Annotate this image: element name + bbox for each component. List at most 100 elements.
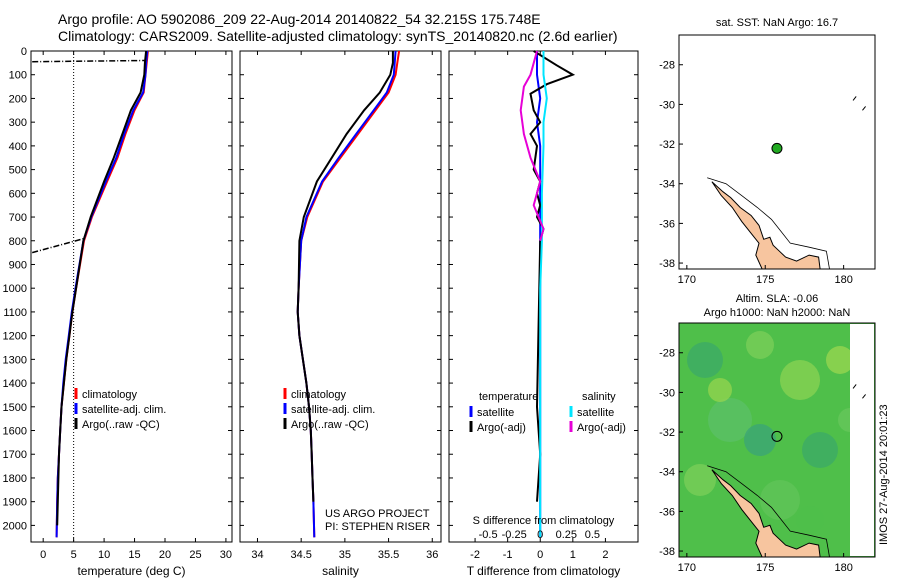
legend-label: satellite xyxy=(477,407,514,419)
series-argo-raw-qc- xyxy=(56,50,148,526)
temperature-xtick-label: 25 xyxy=(189,549,201,561)
sla-blob xyxy=(744,424,776,456)
y-tick-label: 1300 xyxy=(3,354,27,366)
legend-heading: temperature xyxy=(479,391,538,403)
series-salinity-satellite xyxy=(539,51,548,538)
difference-xtick-label: 1 xyxy=(570,549,576,561)
y-tick-label: 1600 xyxy=(3,426,27,438)
difference-x2tick-label: 0.5 xyxy=(585,529,600,541)
temperature-xtick-label: 15 xyxy=(128,549,140,561)
y-tick-label: 500 xyxy=(9,165,27,177)
difference-xlabel: T difference from climatology xyxy=(467,564,621,578)
difference-xtick-label: -2 xyxy=(470,549,480,561)
y-tick-label: 900 xyxy=(9,259,27,271)
isobath-line xyxy=(707,177,830,270)
sst-map-title: sat. SST: NaN Argo: 16.7 xyxy=(716,17,838,29)
sla-map-title-1: Altim. SLA: -0.06 xyxy=(736,293,819,305)
map-xtick-label: 175 xyxy=(756,274,774,286)
salinity-xlabel: salinity xyxy=(322,564,359,578)
temperature-xlabel: temperature (deg C) xyxy=(77,564,185,578)
map-ytick-label: -34 xyxy=(659,467,675,479)
difference-x2label: S difference from climatology xyxy=(473,515,615,527)
credit-pi: PI: STEPHEN RISER xyxy=(325,521,430,533)
salinity-panel xyxy=(239,50,442,543)
legend-label: climatology xyxy=(82,389,138,401)
legend-label: Argo(..raw -QC) xyxy=(291,419,369,431)
figure-title-line1: Argo profile: AO 5902086_209 22-Aug-2014… xyxy=(58,11,541,27)
sla-blob xyxy=(826,346,854,374)
salinity-xtick-label: 36 xyxy=(426,549,438,561)
y-tick-label: 1700 xyxy=(3,449,27,461)
y-tick-label: 0 xyxy=(21,46,27,58)
series-raw xyxy=(32,59,147,63)
series-argo-raw-qc- xyxy=(296,51,394,502)
y-tick-label: 1200 xyxy=(3,331,27,343)
y-tick-label: 100 xyxy=(9,70,27,82)
island-mark xyxy=(862,106,866,111)
map-ytick-label: -28 xyxy=(659,348,675,360)
map-ytick-label: -36 xyxy=(659,506,675,518)
difference-x2tick-label: -0.25 xyxy=(502,529,527,541)
sla-blob xyxy=(708,398,752,442)
difference-x2tick-label: 0 xyxy=(537,529,543,541)
legend-label: satellite-adj. clim. xyxy=(291,404,375,416)
imos-timestamp: IMOS 27-Aug-2014 20:01:23 xyxy=(878,404,890,545)
difference-x2tick-label: -0.5 xyxy=(479,529,498,541)
figure-title-line2: Climatology: CARS2009. Satellite-adjuste… xyxy=(58,28,618,44)
map-xtick-label: 180 xyxy=(834,274,852,286)
y-tick-label: 300 xyxy=(9,117,27,129)
map-xtick-label: 175 xyxy=(756,562,774,574)
map-ytick-label: -34 xyxy=(659,179,675,191)
island-mark xyxy=(852,96,857,101)
y-tick-label: 1900 xyxy=(3,497,27,509)
salinity-xtick-label: 35 xyxy=(339,549,351,561)
profile-location-marker xyxy=(771,430,783,442)
difference-x2tick-label: 0.25 xyxy=(556,529,577,541)
map-xtick-label: 170 xyxy=(678,562,696,574)
map-xtick-label: 180 xyxy=(834,562,852,574)
temperature-xtick-label: 10 xyxy=(98,549,110,561)
salinity-xtick-label: 34 xyxy=(251,549,263,561)
temperature-xtick-label: 5 xyxy=(71,549,77,561)
sla-blob xyxy=(796,506,824,534)
map-xtick-label: 170 xyxy=(678,274,696,286)
map-ytick-label: -38 xyxy=(659,546,675,558)
map-ytick-label: -32 xyxy=(659,427,675,439)
y-tick-label: 600 xyxy=(9,188,27,200)
isobath-line xyxy=(707,465,830,558)
map-ytick-label: -30 xyxy=(659,99,675,111)
legend-label: Argo(..raw -QC) xyxy=(82,419,160,431)
sla-blob xyxy=(802,432,838,468)
salinity-xtick-label: 35.5 xyxy=(378,549,399,561)
sla-blob xyxy=(760,480,800,520)
island-mark xyxy=(862,394,866,399)
salinity-xtick-label: 34.5 xyxy=(290,549,311,561)
temperature-xtick-label: 30 xyxy=(220,549,232,561)
legend-label: Argo(-adj) xyxy=(477,422,526,434)
y-tick-label: 200 xyxy=(9,93,27,105)
legend-label: climatology xyxy=(291,389,347,401)
difference-xtick-label: 2 xyxy=(602,549,608,561)
series-salinity-argo-adj- xyxy=(519,50,545,242)
map-ytick-label: -28 xyxy=(659,60,675,72)
sla-blob xyxy=(687,342,723,378)
legend-label: satellite-adj. clim. xyxy=(82,404,166,416)
sla-blob xyxy=(708,378,732,402)
difference-xtick-label: -1 xyxy=(503,549,513,561)
island-mark xyxy=(852,384,857,389)
land-polygon xyxy=(711,469,821,558)
land-polygon xyxy=(711,181,821,270)
y-tick-label: 800 xyxy=(9,236,27,248)
map-ytick-label: -32 xyxy=(659,139,675,151)
temperature-panel xyxy=(30,50,233,543)
temperature-xtick-label: 0 xyxy=(40,549,46,561)
sla-blob xyxy=(684,464,716,496)
y-tick-label: 1800 xyxy=(3,473,27,485)
legend-heading: salinity xyxy=(582,391,616,403)
y-tick-label: 2000 xyxy=(3,520,27,532)
difference-xtick-label: 0 xyxy=(537,549,543,561)
legend-label: Argo(-adj) xyxy=(577,422,626,434)
sla-blob xyxy=(746,331,774,359)
profile-location-marker xyxy=(771,142,783,154)
